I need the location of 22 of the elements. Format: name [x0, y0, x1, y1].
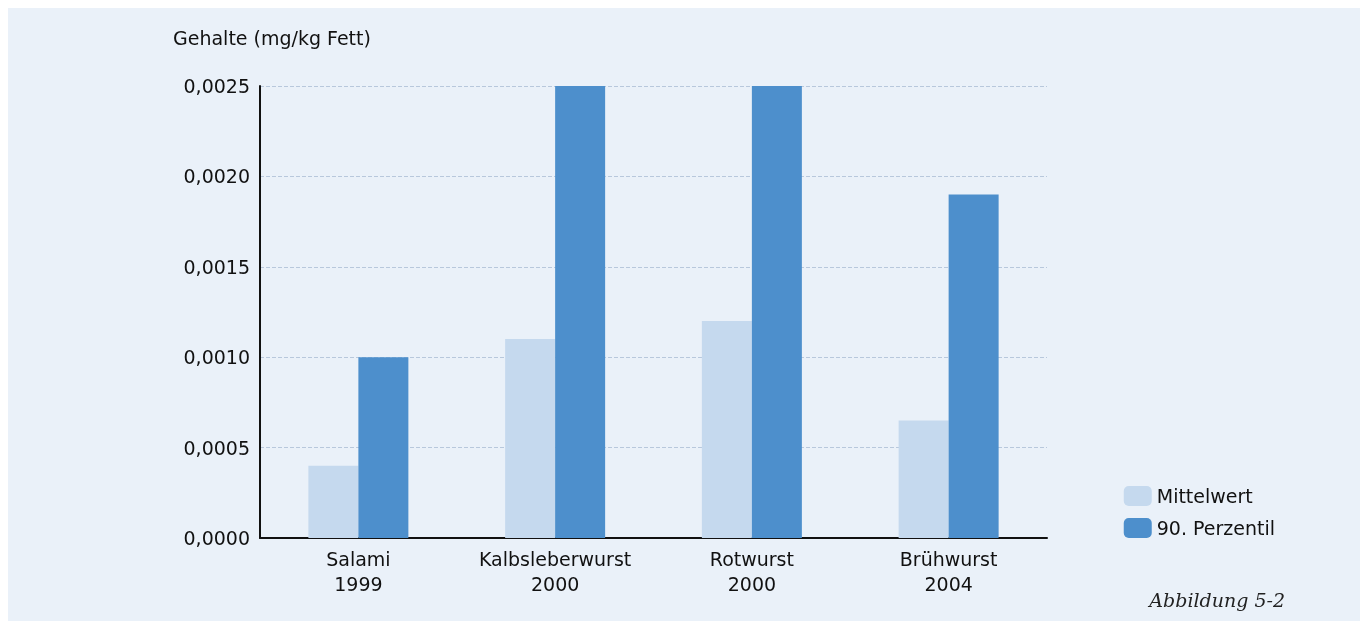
y-tick-label: 0,0025	[183, 75, 250, 97]
y-tick-label: 0,0010	[183, 346, 250, 369]
legend-label: Mittelwert	[1156, 485, 1253, 507]
bar	[308, 465, 359, 538]
text: Abbildung 5-2	[1147, 588, 1286, 611]
bar	[751, 86, 802, 538]
x-tick-label: Brühwurst 2004	[899, 547, 998, 595]
bar	[948, 194, 999, 538]
y-tick-label: 0,0020	[183, 165, 250, 188]
x-tick-label: Rotwurst 2000	[709, 547, 794, 595]
bar	[505, 339, 556, 538]
x-tick-label: Kalbsleberwurst 2000	[478, 547, 632, 595]
bar	[701, 321, 752, 538]
x-tick-label: Salami 1999	[326, 547, 391, 595]
y-tick-label: 0,0005	[183, 436, 250, 459]
y-axis-title: Gehalte (mg/kg Fett)	[173, 26, 371, 49]
bar	[555, 86, 606, 538]
y-tick-label: 0,0000	[183, 527, 250, 549]
y-tick-label: 0,0015	[183, 255, 250, 278]
legend-label: 90. Perzentil	[1156, 517, 1275, 539]
bar	[358, 357, 409, 538]
bar	[898, 420, 949, 538]
